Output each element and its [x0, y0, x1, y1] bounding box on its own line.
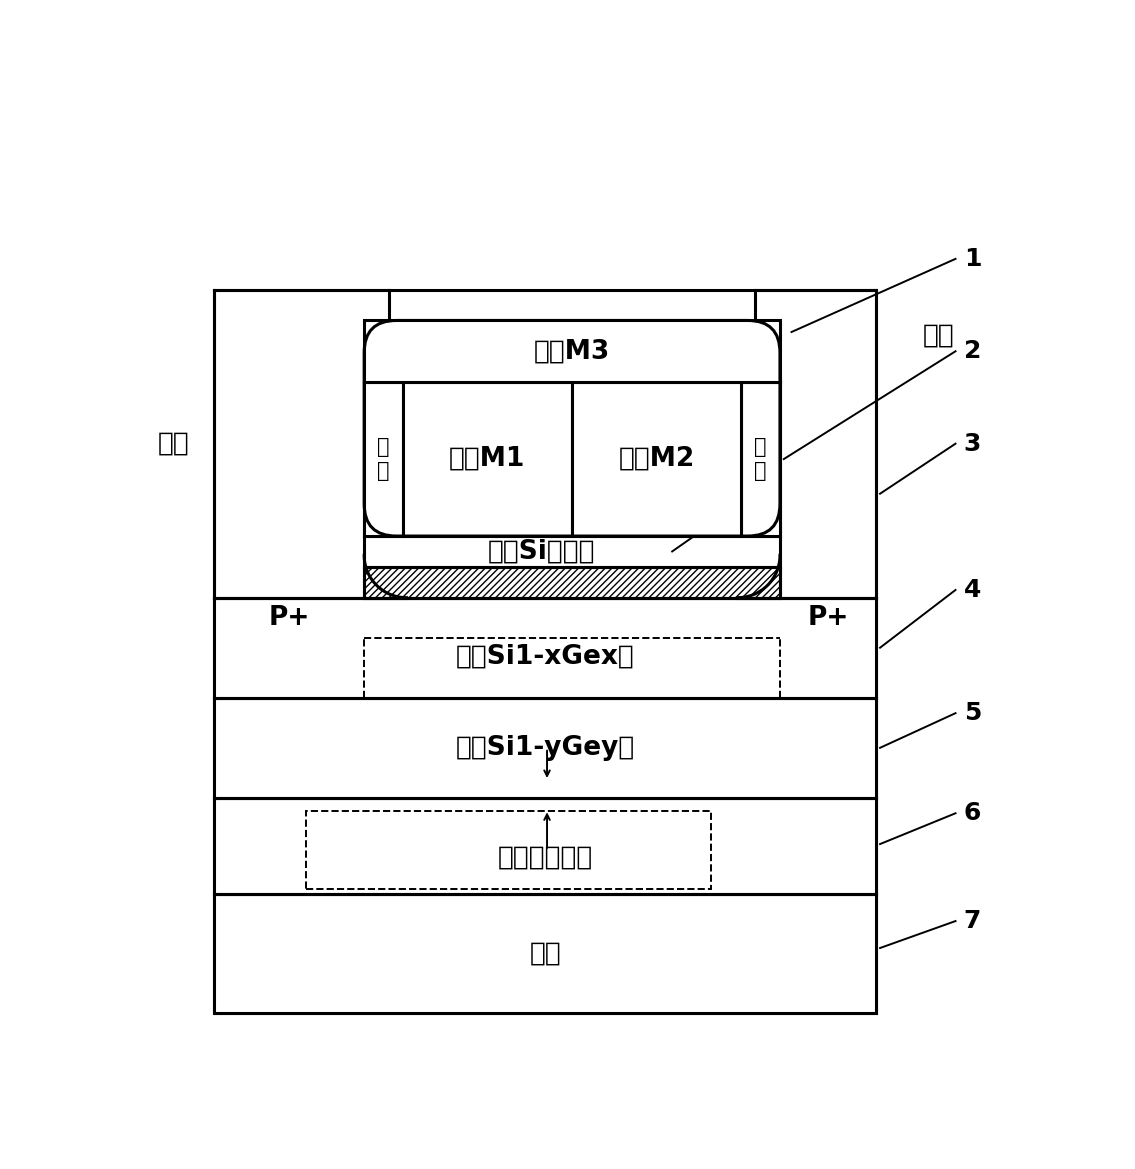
Text: 弛豫Si1-yGey层: 弛豫Si1-yGey层 [455, 735, 634, 761]
Text: 台阶式埋氧层: 台阶式埋氧层 [497, 844, 592, 871]
Bar [364, 567, 780, 597]
Text: 金属M1: 金属M1 [449, 447, 526, 472]
Bar [741, 382, 780, 537]
Bar [364, 382, 403, 537]
Bar [215, 290, 876, 1014]
Bar [364, 320, 780, 382]
Text: 1: 1 [964, 247, 982, 271]
Bar [403, 382, 572, 537]
Text: P+: P+ [807, 606, 849, 631]
Text: 5: 5 [964, 701, 981, 725]
Bar [306, 810, 711, 890]
Bar [215, 798, 876, 894]
Text: 侧
墙: 侧 墙 [377, 437, 389, 480]
Bar [364, 567, 780, 597]
Text: 4: 4 [964, 577, 981, 602]
Bar [215, 698, 876, 798]
Text: P+: P+ [268, 606, 310, 631]
Text: 应变Si沟道层: 应变Si沟道层 [488, 539, 595, 565]
Bar [364, 567, 780, 597]
Bar [572, 382, 741, 537]
Text: 源极: 源极 [158, 430, 190, 457]
Text: 侧
墙: 侧 墙 [755, 437, 767, 480]
Text: 应变Si1-xGex层: 应变Si1-xGex层 [456, 644, 634, 670]
Text: 衬底: 衬底 [529, 941, 561, 967]
Text: 7: 7 [964, 909, 981, 933]
Bar [215, 597, 876, 698]
Bar [364, 537, 780, 567]
Bar [215, 894, 876, 1014]
Text: 2: 2 [964, 339, 981, 364]
Text: 3: 3 [964, 431, 981, 456]
Text: 金属M3: 金属M3 [533, 338, 611, 365]
Text: 漏极: 漏极 [923, 323, 955, 348]
Text: 金属M2: 金属M2 [619, 447, 695, 472]
Text: 6: 6 [964, 801, 981, 825]
